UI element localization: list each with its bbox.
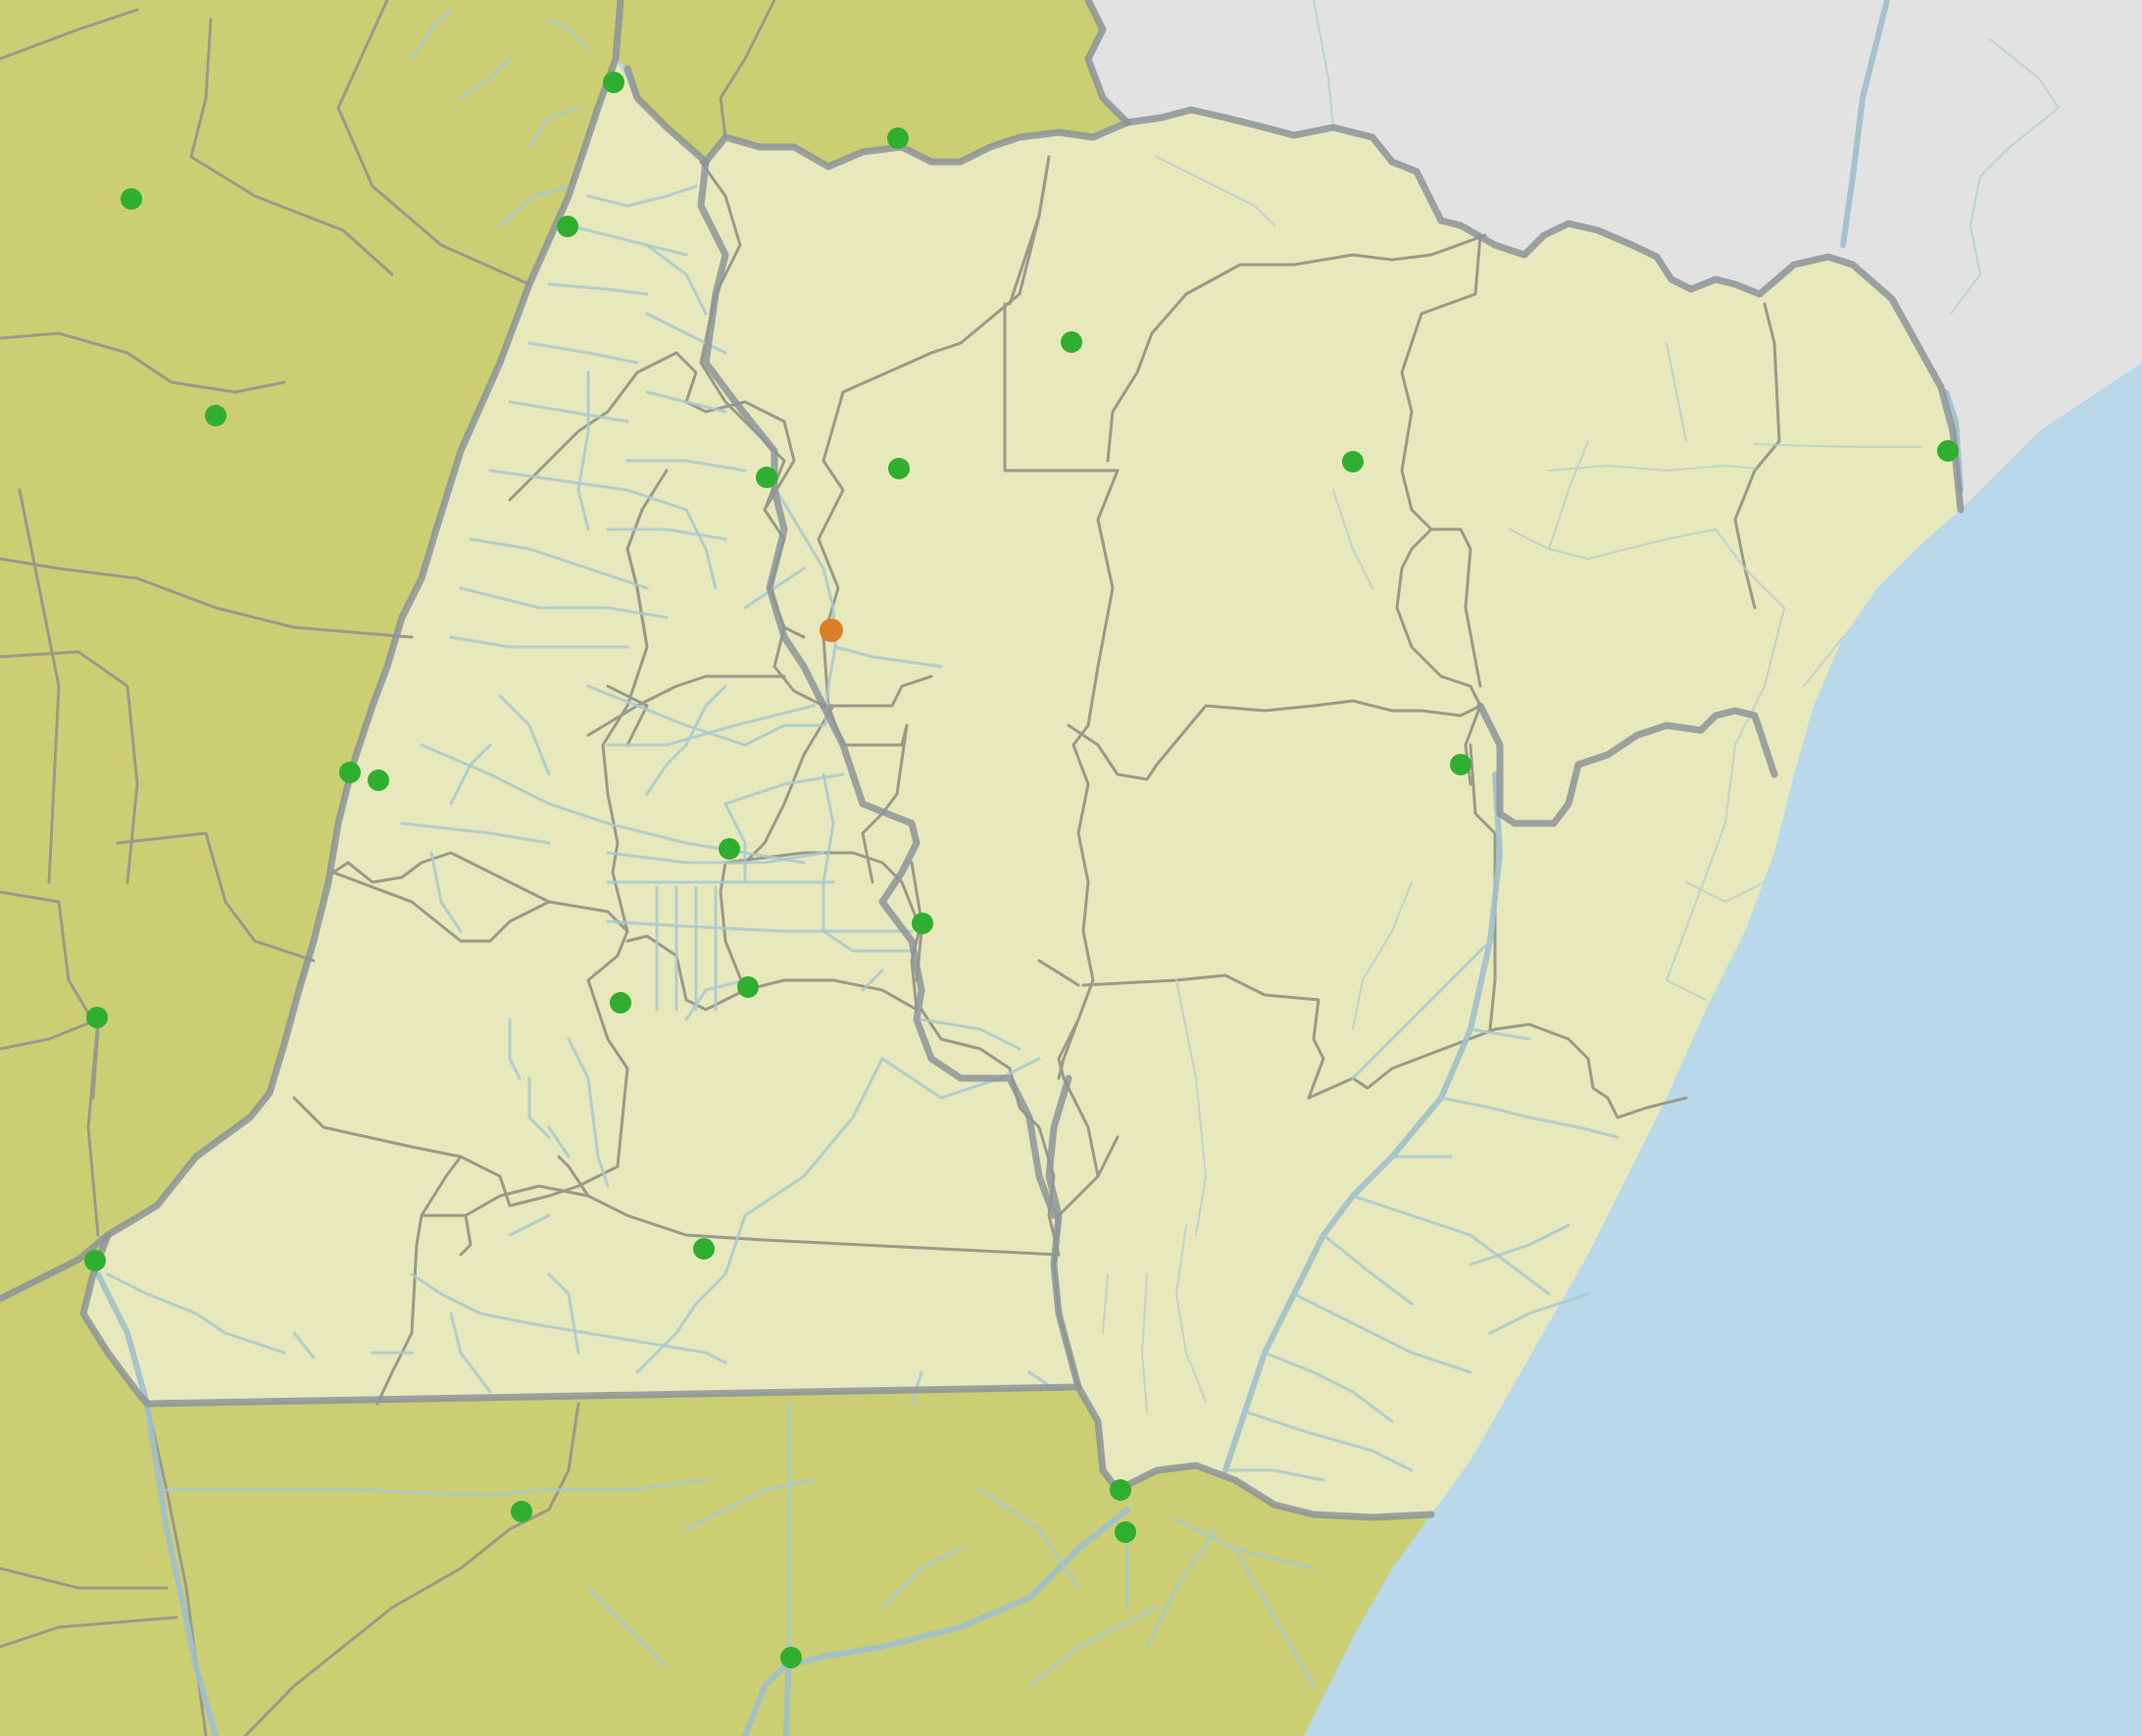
city-marker-c13[interactable] bbox=[368, 769, 389, 791]
neighbor-province-west bbox=[0, 0, 621, 1299]
city-marker-c11[interactable] bbox=[1450, 754, 1471, 775]
city-marker-c15[interactable] bbox=[912, 913, 933, 934]
city-marker-c04[interactable] bbox=[557, 216, 578, 237]
city-marker-c23[interactable] bbox=[511, 1501, 532, 1522]
city-marker-c10[interactable] bbox=[1937, 440, 1959, 462]
city-marker-c22[interactable] bbox=[1115, 1521, 1136, 1543]
city-marker-c17[interactable] bbox=[610, 992, 631, 1014]
city-marker-c03[interactable] bbox=[121, 188, 142, 210]
city-marker-c07[interactable] bbox=[756, 467, 777, 488]
neighbor-province-south bbox=[0, 1235, 1431, 1736]
foreign-country-area bbox=[1088, 0, 2142, 510]
city-marker-c14[interactable] bbox=[719, 838, 740, 860]
city-marker-c01[interactable] bbox=[603, 72, 624, 93]
city-marker-c18[interactable] bbox=[86, 1007, 108, 1028]
city-marker-c09[interactable] bbox=[1342, 451, 1364, 472]
cities-layer bbox=[84, 72, 1959, 1668]
city-marker-c05[interactable] bbox=[1061, 331, 1082, 353]
city-marker-c20[interactable] bbox=[84, 1250, 106, 1271]
city-marker-c02[interactable] bbox=[887, 127, 909, 149]
neighbor-province-north bbox=[616, 0, 1127, 167]
city-marker-c16[interactable] bbox=[737, 976, 759, 998]
city-marker-c19[interactable] bbox=[693, 1238, 715, 1260]
city-marker-c06[interactable] bbox=[205, 405, 226, 426]
city-marker-c12[interactable] bbox=[339, 762, 361, 783]
river-network bbox=[95, 0, 2061, 1736]
city-marker-c08[interactable] bbox=[888, 458, 910, 479]
international-border bbox=[0, 0, 1965, 1521]
main-province-area bbox=[83, 59, 1961, 1517]
city-marker-c24[interactable] bbox=[780, 1647, 802, 1668]
capital-layer bbox=[820, 619, 843, 642]
city-marker-c21[interactable] bbox=[1110, 1479, 1131, 1501]
capital-marker[interactable] bbox=[820, 619, 843, 642]
